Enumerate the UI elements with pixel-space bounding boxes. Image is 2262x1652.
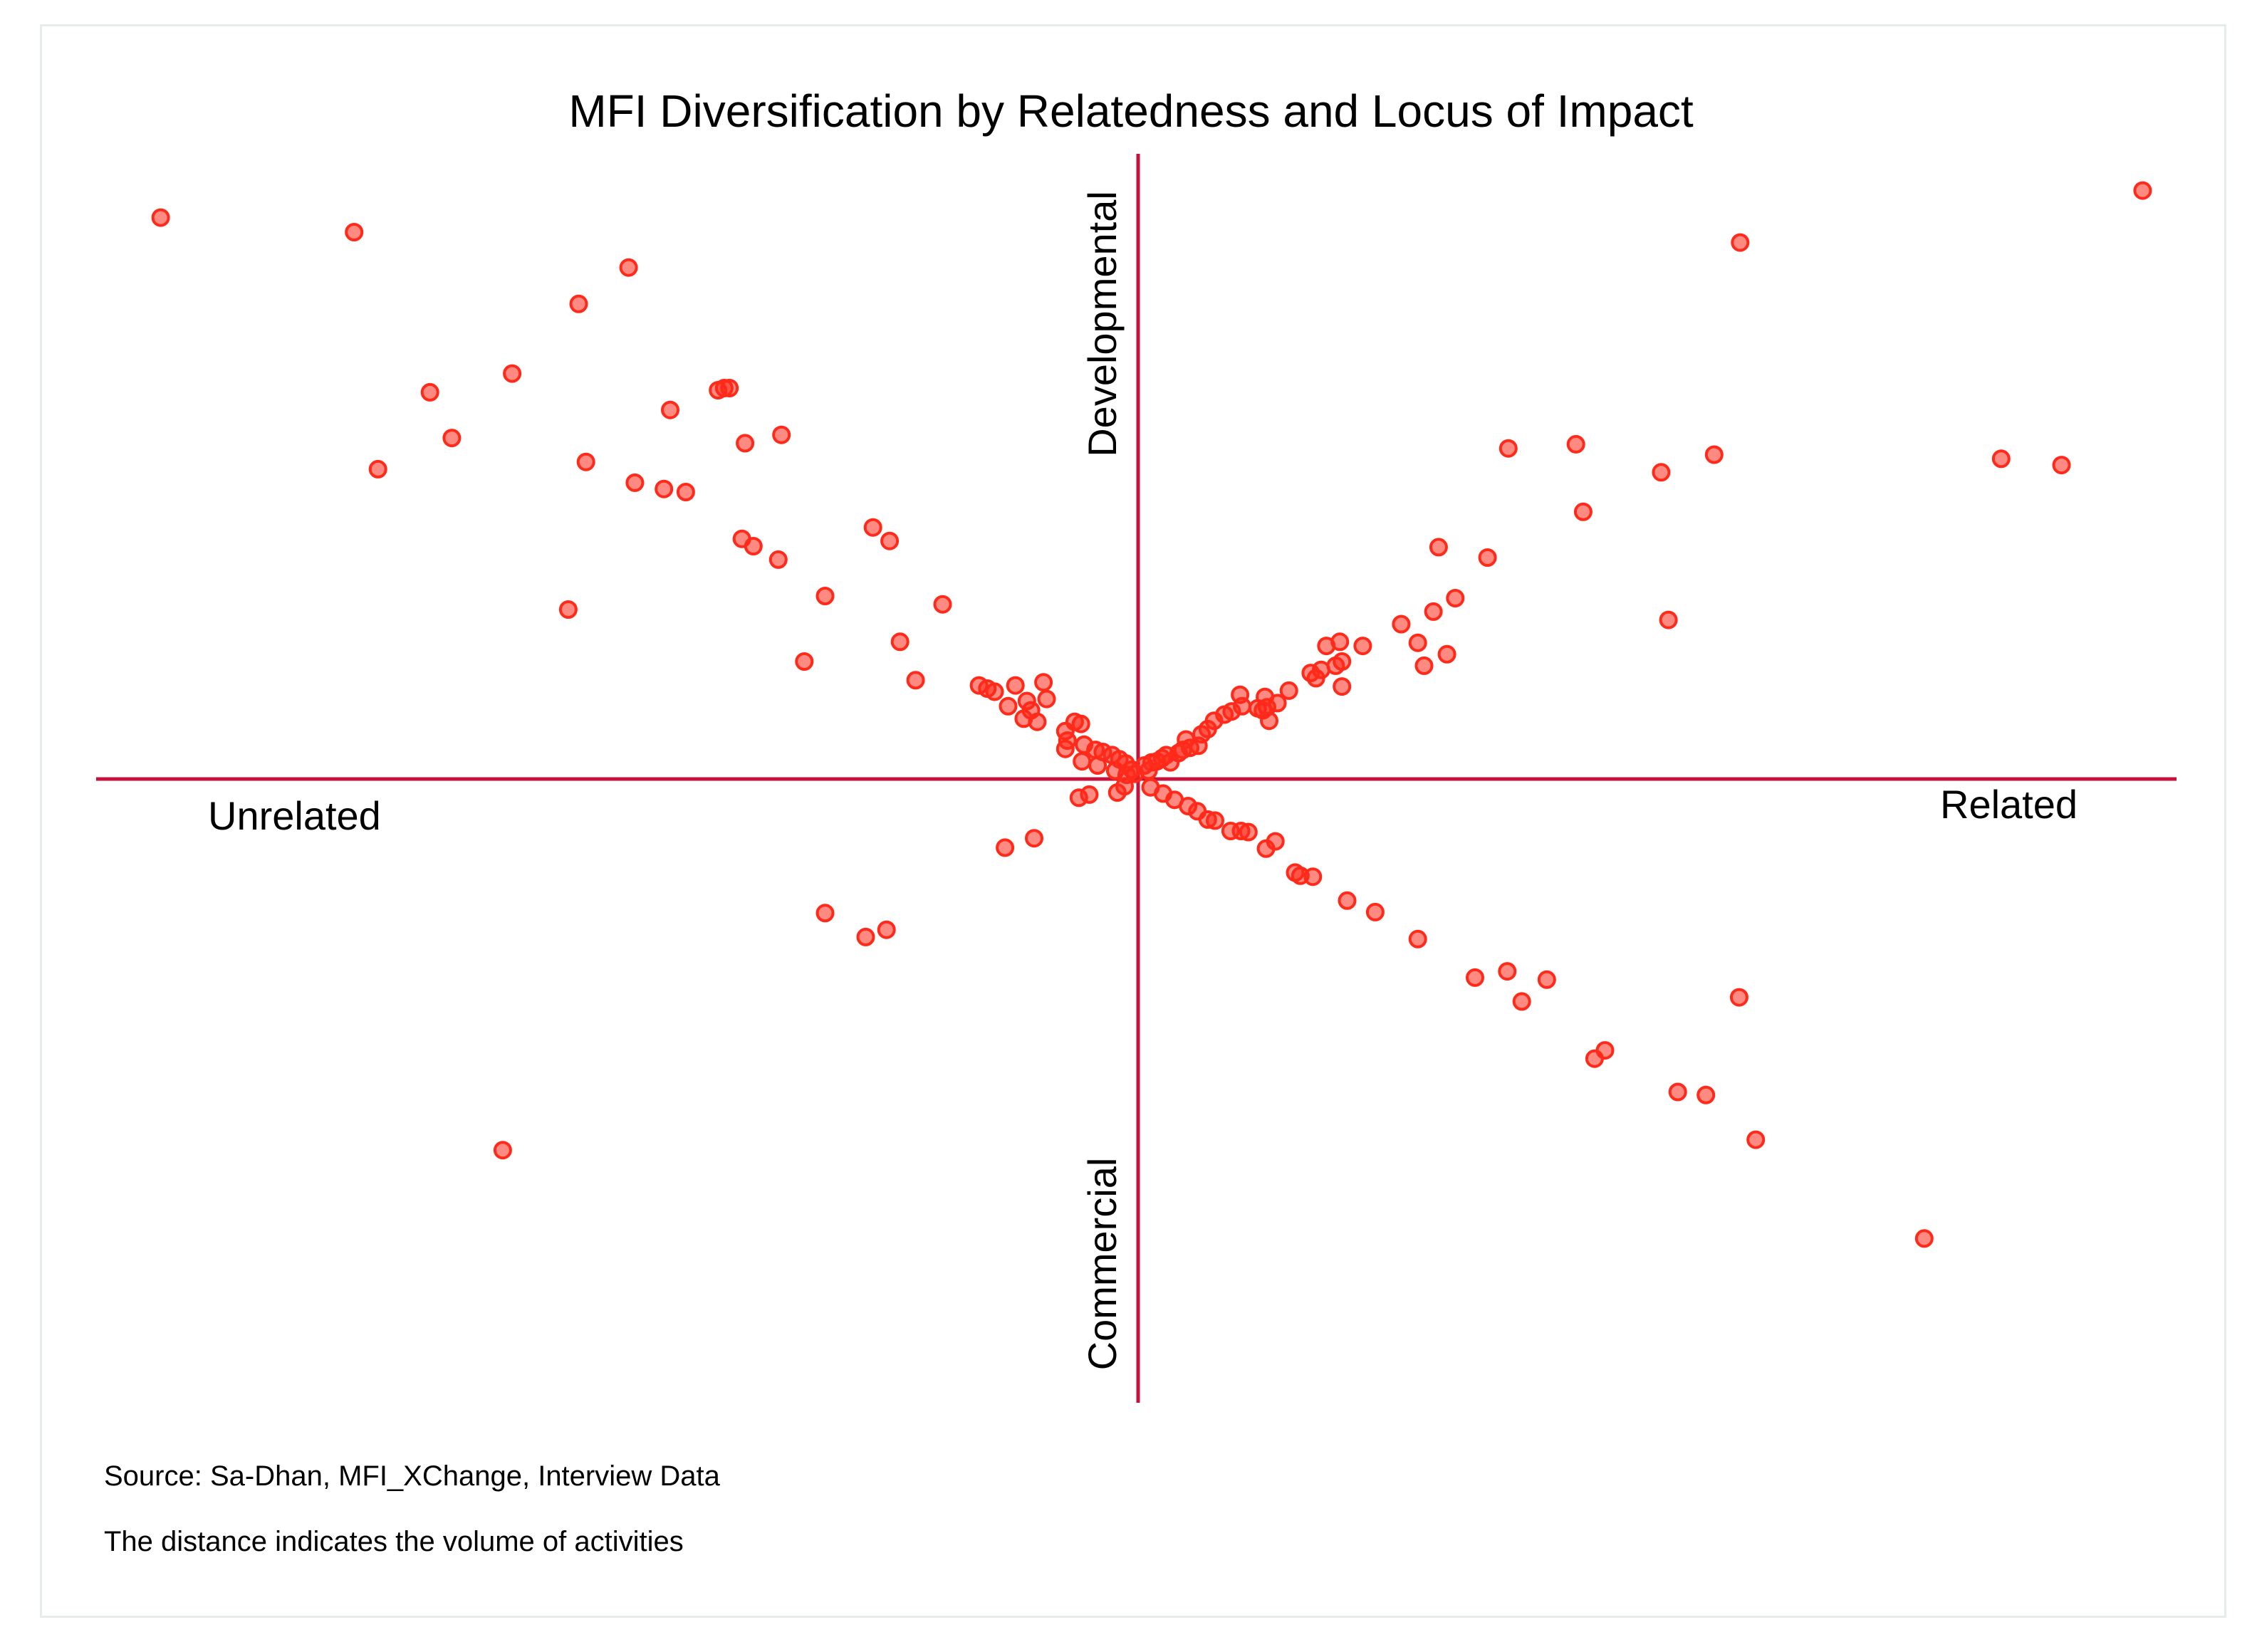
scatter-point: [151, 208, 170, 227]
scatter-point: [345, 223, 364, 241]
scatter-point: [1279, 681, 1298, 700]
scatter-point: [996, 838, 1015, 857]
scatter-point: [1498, 962, 1517, 981]
scatter-point: [1333, 677, 1352, 696]
scatter-point: [1037, 689, 1056, 709]
scatter-point: [442, 429, 462, 448]
source-note: Source: Sa-Dhan, MFI_XChange, Interview …: [104, 1460, 721, 1492]
scatter-point: [1414, 656, 1434, 675]
scatter-point: [815, 904, 835, 923]
scatter-point: [1668, 1082, 1687, 1102]
scatter-point: [906, 671, 925, 690]
scatter-point: [420, 382, 439, 402]
scatter-point: [744, 537, 763, 555]
scatter-point: [856, 927, 875, 946]
scatter-point: [1317, 637, 1336, 656]
scatter-point: [1268, 694, 1287, 713]
scatter-point: [493, 1141, 512, 1160]
scatter-point: [720, 379, 739, 397]
scatter-point: [503, 364, 522, 383]
scatter-point: [1231, 685, 1250, 704]
scatter-point: [1696, 1085, 1716, 1104]
scatter-point: [863, 518, 882, 537]
scatter-point: [1537, 970, 1556, 989]
scatter-point: [795, 652, 814, 671]
scatter-point: [1239, 822, 1258, 842]
scatter-point: [736, 434, 755, 453]
scatter-point: [625, 473, 645, 492]
scatter-point: [1466, 968, 1484, 987]
scatter-point: [1034, 673, 1053, 692]
scatter-point: [1088, 756, 1107, 775]
x-positive-label: Related: [1940, 782, 2078, 827]
y-negative-label: Commercial: [1080, 1158, 1125, 1371]
scatter-point: [1437, 644, 1456, 664]
scatter-point: [1573, 502, 1593, 521]
scatter-point: [1408, 633, 1427, 652]
scatter-point: [576, 452, 595, 471]
scatter-point: [1080, 785, 1099, 804]
scatter-point: [1991, 449, 2011, 469]
scatter-point: [1206, 811, 1224, 830]
scatter-point: [933, 595, 952, 614]
scatter-point: [1266, 832, 1285, 851]
scatter-point: [619, 258, 638, 277]
scatter-point: [1566, 434, 1585, 454]
scatter-point: [1729, 988, 1748, 1007]
scatter-point: [1333, 652, 1352, 671]
scatter-point: [1595, 1041, 1615, 1060]
scatter-point: [1512, 992, 1531, 1011]
scatter-point: [1260, 711, 1278, 731]
scatter-point: [1353, 637, 1372, 656]
scatter-point: [1478, 548, 1497, 567]
scatter-point: [655, 479, 674, 498]
scatter-point: [676, 483, 695, 501]
scatter-points: [151, 181, 2152, 1248]
scatter-point: [768, 550, 788, 569]
scatter-point: [368, 459, 387, 479]
scatter-point: [1429, 538, 1448, 557]
scatter-point: [1338, 891, 1357, 910]
scatter-point: [985, 682, 1004, 701]
scatter-point: [880, 531, 900, 550]
scatter-point: [1652, 463, 1671, 482]
scatter-point: [569, 294, 588, 313]
scatter-point: [1303, 867, 1323, 887]
y-positive-label: Developmental: [1080, 191, 1125, 457]
scatter-point: [815, 587, 835, 605]
volume-note: The distance indicates the volume of act…: [104, 1526, 684, 1557]
scatter-point: [1365, 902, 1385, 921]
x-negative-label: Unrelated: [208, 793, 381, 838]
scatter-point: [1408, 929, 1427, 948]
scatter-point: [1499, 439, 1518, 458]
scatter-point: [890, 632, 910, 652]
scatter-point: [1392, 615, 1411, 634]
scatter-point: [2133, 181, 2152, 200]
scatter-point: [2052, 456, 2071, 475]
scatter-point: [772, 425, 791, 444]
scatter-point: [1056, 739, 1075, 758]
scatter-point: [1659, 610, 1678, 629]
scatter-point: [1704, 445, 1724, 464]
scatter-point: [1028, 712, 1047, 731]
scatter-point: [1746, 1130, 1766, 1149]
scatter-point: [999, 696, 1018, 716]
scatter-point: [1177, 730, 1196, 749]
scatter-point: [661, 400, 679, 419]
scatter-point: [1025, 829, 1043, 848]
chart-frame: [40, 24, 2226, 1618]
scatter-point: [1006, 676, 1025, 695]
scatter-point: [1446, 589, 1465, 607]
scatter-point: [1424, 602, 1443, 621]
scatter-point: [877, 920, 896, 939]
chart-title: MFI Diversification by Relatedness and L…: [568, 85, 1694, 137]
scatter-point: [1914, 1229, 1934, 1248]
scatter-point: [1071, 714, 1090, 733]
scatter-point: [1073, 752, 1092, 771]
scatter-point: [558, 600, 578, 619]
scatter-point: [1731, 233, 1750, 252]
scatter-point: [1115, 777, 1134, 796]
